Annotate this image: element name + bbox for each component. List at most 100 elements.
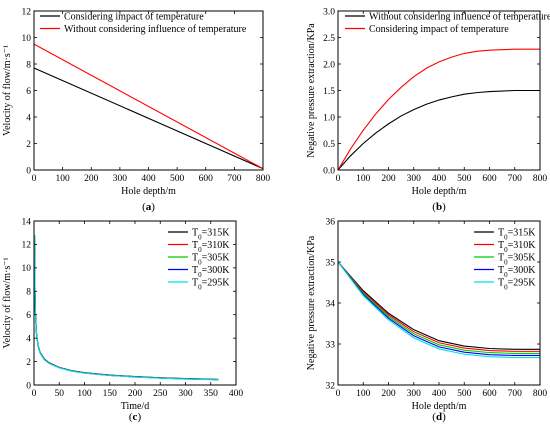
x-tick-label: 700 <box>508 389 523 399</box>
x-tick-label: 200 <box>381 174 396 184</box>
x-tick-label: 600 <box>199 174 214 184</box>
y-tick-label: 6 <box>26 87 31 97</box>
y-tick-label: 34 <box>326 299 336 309</box>
series-line-5 <box>338 261 540 359</box>
x-tick-label: 350 <box>204 389 219 399</box>
x-tick-label: 100 <box>356 389 371 399</box>
x-tick-label: 600 <box>482 389 497 399</box>
legend-label: T0=310K <box>498 240 536 254</box>
x-axis-title: Hole depth/m <box>121 186 176 197</box>
legend-label: Without considering influence of tempera… <box>369 12 550 23</box>
x-tick-label: 500 <box>170 174 185 184</box>
legend-label: Considering impact of temperature <box>369 24 509 35</box>
legend-label: T0=300K <box>192 265 230 279</box>
x-tick-label: 200 <box>381 389 396 399</box>
y-tick-label: 2 <box>26 140 31 150</box>
series-line-4 <box>338 261 540 357</box>
y-axis-title: Negative pressure extraction/KPa <box>306 235 317 370</box>
x-tick-label: 0 <box>336 174 341 184</box>
x-tick-label: 250 <box>153 389 168 399</box>
y-tick-label: 0 <box>26 381 31 391</box>
panel-label: (d) <box>432 411 446 423</box>
series-line-3 <box>34 235 219 381</box>
legend-label: T0=310K <box>192 240 230 254</box>
x-tick-label: 400 <box>432 389 447 399</box>
panel-label: (c) <box>129 411 142 423</box>
x-tick-label: 0 <box>32 174 37 184</box>
x-tick-label: 400 <box>229 389 244 399</box>
x-tick-label: 150 <box>103 389 118 399</box>
x-axis-title: Hole depth/m <box>412 186 467 197</box>
y-tick-label: 12 <box>22 241 32 251</box>
chart-panel-4: 0 100 200 300 400 500 600 700 800 32 33 34 35 36 Hole … <box>306 217 547 423</box>
y-tick-label: 10 <box>22 264 32 274</box>
x-tick-label: 200 <box>128 389 143 399</box>
legend-label: Without considering influence of tempera… <box>64 24 247 35</box>
legend-label: T0=295K <box>192 278 230 292</box>
series-line-3 <box>338 261 540 354</box>
legend-label: T0=315K <box>498 228 536 242</box>
x-tick-label: 600 <box>482 174 497 184</box>
y-tick-label: 35 <box>326 258 336 268</box>
series-line-2 <box>338 48 540 170</box>
chart-panel-2: 0 100 200 300 400 500 600 700 800 0.0 0.5 1.0 1.5 2.0… <box>306 7 550 213</box>
y-tick-label: 2 <box>26 358 31 368</box>
series-line-1 <box>338 261 540 350</box>
legend-label: T0=300K <box>498 265 536 279</box>
x-axis-title: Time/d <box>121 401 150 412</box>
y-tick-label: 8 <box>26 288 31 298</box>
series-line-1 <box>34 235 219 380</box>
panel-label: (a) <box>142 201 155 213</box>
panel-label: (b) <box>432 201 446 213</box>
x-tick-label: 0 <box>32 389 37 399</box>
x-tick-label: 700 <box>508 174 523 184</box>
legend-label: Considering impact of temperature <box>64 12 204 23</box>
x-tick-label: 500 <box>457 389 472 399</box>
series-line-5 <box>34 235 219 381</box>
legend-label: T0=305K <box>192 253 230 267</box>
y-tick-label: 10 <box>22 34 32 44</box>
y-tick-label: 32 <box>326 381 336 391</box>
legend: Without considering influence of tempera… <box>345 12 550 35</box>
x-tick-label: 700 <box>227 174 242 184</box>
series-line-1 <box>34 67 263 170</box>
x-tick-label: 100 <box>356 174 371 184</box>
y-tick-label: 0.0 <box>323 166 335 176</box>
x-tick-label: 100 <box>56 174 71 184</box>
x-tick-label: 800 <box>533 174 548 184</box>
x-tick-label: 500 <box>457 174 472 184</box>
series-line-2 <box>338 261 540 352</box>
series-line-4 <box>34 235 219 381</box>
series-line-1 <box>338 89 540 170</box>
legend-label: T0=305K <box>498 253 536 267</box>
series-line-2 <box>34 43 263 170</box>
x-axis-title: Hole depth/m <box>412 401 467 412</box>
x-tick-label: 300 <box>407 174 422 184</box>
x-tick-label: 400 <box>432 174 447 184</box>
y-tick-label: 1.5 <box>323 87 335 97</box>
legend: Considering impact of temperatureWithout… <box>40 12 247 35</box>
y-tick-label: 4 <box>26 113 31 123</box>
y-axis-title: Velocity of flow/m·s⁻¹ <box>2 257 13 348</box>
x-tick-label: 300 <box>407 389 422 399</box>
x-tick-label: 200 <box>84 174 99 184</box>
legend-label: T0=315K <box>192 228 230 242</box>
y-tick-label: 33 <box>326 340 336 350</box>
y-tick-label: 2.0 <box>323 60 335 70</box>
x-tick-label: 400 <box>141 174 156 184</box>
x-tick-label: 800 <box>256 174 271 184</box>
y-tick-label: 2.5 <box>323 34 335 44</box>
x-tick-label: 300 <box>178 389 193 399</box>
chart-panel-3: 0 50 100 150 200 250 300 350 400 0 2 4 6 8 10 12 14 Time/… <box>2 217 243 423</box>
y-tick-label: 14 <box>22 217 32 227</box>
y-tick-label: 0 <box>26 166 31 176</box>
y-tick-label: 8 <box>26 60 31 70</box>
x-tick-label: 100 <box>77 389 92 399</box>
y-tick-label: 36 <box>326 217 336 227</box>
y-tick-label: 0.5 <box>323 140 335 150</box>
x-tick-label: 0 <box>336 389 341 399</box>
legend-label: T0=295K <box>498 278 536 292</box>
